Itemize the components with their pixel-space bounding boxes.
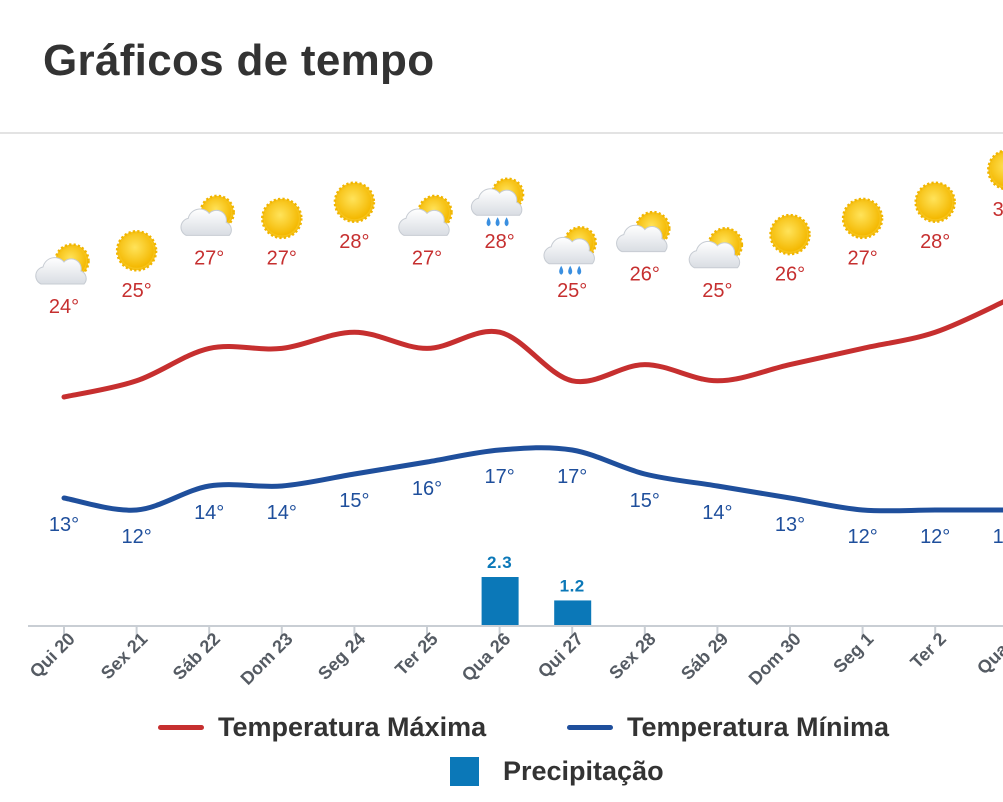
max-temp-label: 30° xyxy=(993,199,1003,221)
sun-icon xyxy=(333,181,376,223)
sun-icon xyxy=(841,197,884,240)
min-temp-label: 13° xyxy=(49,514,79,536)
x-axis-tick-label: Dom 30 xyxy=(745,629,805,689)
min-temp-label: 14° xyxy=(194,502,224,524)
partly-cloudy-icon xyxy=(180,194,235,236)
precip-value-label: 2.3 xyxy=(487,553,512,572)
x-axis-tick-label: Sex 21 xyxy=(97,629,151,683)
sun-icon xyxy=(841,197,884,240)
chart-legend: Temperatura Máxima Temperatura Mínima Pr… xyxy=(0,700,1003,800)
sun-icon xyxy=(914,181,956,223)
min-temp-label: 15° xyxy=(339,490,369,512)
precip-bar xyxy=(481,577,519,626)
x-axis-tick-label: Qua 3 xyxy=(973,629,1003,679)
header: Gráficos de tempo xyxy=(0,0,1003,134)
max-temp-line xyxy=(61,299,1003,400)
max-temp-label: 25° xyxy=(557,280,587,302)
min-temp-line xyxy=(61,445,1003,514)
min-temp-label: 12° xyxy=(847,526,877,548)
x-axis-tick-label: Sex 28 xyxy=(605,629,659,683)
x-axis-tick-label: Qui 20 xyxy=(26,629,79,682)
sun-icon xyxy=(987,149,1003,190)
sun-icon xyxy=(769,213,811,256)
sun-icon xyxy=(115,230,158,272)
max-temp-label: 26° xyxy=(775,264,805,286)
partly-cloudy-icon xyxy=(35,243,90,285)
sun-icon xyxy=(769,213,811,256)
cloud-icon xyxy=(35,257,87,285)
max-temp-label: 27° xyxy=(267,247,297,269)
cloud-icon xyxy=(543,236,595,265)
legend-max-line xyxy=(158,725,204,730)
legend-item-precip: Precipitação xyxy=(450,756,664,787)
max-temp-label: 26° xyxy=(630,264,660,286)
rain-icon xyxy=(543,226,597,275)
min-temp-label: 13° xyxy=(775,514,805,536)
x-axis-tick-label: Dom 23 xyxy=(237,629,297,689)
max-temp-label: 25° xyxy=(121,280,151,302)
max-temp-label: 28° xyxy=(920,231,950,253)
cloud-icon xyxy=(616,224,668,253)
x-axis-tick-label: Qua 26 xyxy=(458,629,515,686)
x-axis-tick-label: Ter 25 xyxy=(391,629,442,680)
sun-icon xyxy=(914,181,956,223)
partly-cloudy-icon xyxy=(688,227,744,269)
min-temp-label: 12° xyxy=(993,526,1003,548)
x-axis-tick-label: Sáb 29 xyxy=(677,629,732,684)
x-axis-tick-label: Qui 27 xyxy=(534,629,587,682)
precip-bar xyxy=(554,600,592,626)
max-temp-label: 27° xyxy=(194,247,224,269)
sun-icon xyxy=(261,197,303,240)
sun-icon xyxy=(987,149,1003,190)
sun-icon xyxy=(261,197,303,240)
cloud-icon xyxy=(180,208,232,236)
legend-item-max: Temperatura Máxima xyxy=(158,712,486,743)
legend-precip-label: Precipitação xyxy=(503,756,664,786)
x-axis-tick-label: Seg 24 xyxy=(314,629,369,684)
cloud-icon xyxy=(688,240,741,269)
min-temp-label: 14° xyxy=(702,502,732,524)
min-temp-label: 17° xyxy=(484,466,514,488)
min-temp-label: 12° xyxy=(920,526,950,548)
partly-cloudy-icon xyxy=(398,194,453,236)
min-temp-label: 16° xyxy=(412,478,442,500)
raindrops-icon xyxy=(559,265,582,275)
legend-min-line xyxy=(567,725,613,730)
legend-min-label: Temperatura Mínima xyxy=(627,712,890,742)
max-temp-label: 25° xyxy=(702,280,732,302)
min-temp-label: 12° xyxy=(121,526,151,548)
legend-precip-box xyxy=(450,757,479,786)
rain-icon xyxy=(470,177,525,227)
max-temp-label: 24° xyxy=(49,296,79,318)
legend-item-min: Temperatura Mínima xyxy=(567,712,889,743)
x-axis-tick-label: Ter 2 xyxy=(906,629,950,673)
cloud-icon xyxy=(470,188,523,216)
cloud-icon xyxy=(398,208,450,236)
sun-icon xyxy=(333,181,376,223)
raindrops-icon xyxy=(486,217,509,227)
x-axis-tick-label: Seg 1 xyxy=(829,629,877,677)
page-title: Gráficos de tempo xyxy=(43,36,435,85)
precip-value-label: 1.2 xyxy=(560,576,585,595)
max-temp-label: 28° xyxy=(484,231,514,253)
sun-icon xyxy=(115,230,158,272)
weather-chart: 2.3 1.2 24° 25° 27° 27° 28° 27° 28° 25° 26° 25° 26°… xyxy=(26,149,1003,689)
legend-max-label: Temperatura Máxima xyxy=(218,712,487,742)
max-temp-label: 27° xyxy=(412,247,442,269)
max-temp-label: 28° xyxy=(339,231,369,253)
min-temp-label: 14° xyxy=(267,502,297,524)
max-temp-label: 27° xyxy=(847,247,877,269)
min-temp-label: 17° xyxy=(557,466,587,488)
min-temp-label: 15° xyxy=(630,490,660,512)
partly-cloudy-icon xyxy=(616,210,671,253)
x-axis-tick-label: Sáb 22 xyxy=(169,629,224,684)
